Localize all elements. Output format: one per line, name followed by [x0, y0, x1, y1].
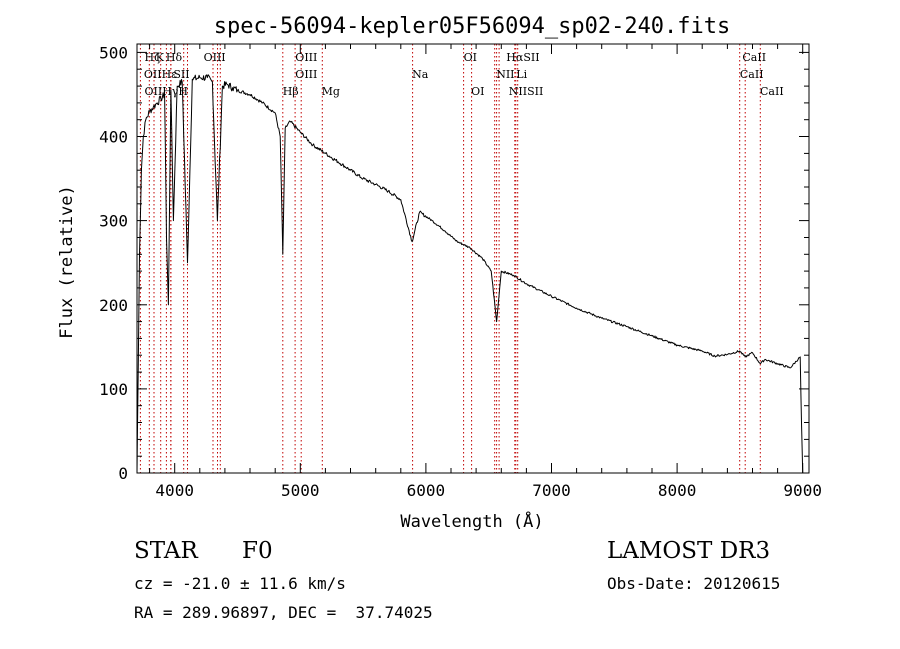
y-tick-label-1: 100 — [99, 380, 128, 399]
line-label-15: Hβ — [283, 85, 299, 98]
spectral-line-markers — [139, 44, 761, 473]
line-label-19: NIISII — [509, 85, 544, 98]
x-tick-label-5: 9000 — [783, 481, 822, 500]
y-tick-label-4: 400 — [99, 128, 128, 147]
line-label-17: Na — [412, 68, 429, 81]
line-label-5: OI — [464, 51, 477, 64]
line-label-8: OIIHε — [144, 68, 177, 81]
spectrum-series — [136, 74, 804, 474]
line-label-12: Li — [516, 68, 527, 81]
line-label-0: Hζ — [145, 51, 161, 64]
line-label-3: OIII — [204, 51, 226, 64]
line-label-1: K — [156, 51, 165, 64]
x-tick-label-3: 7000 — [532, 481, 571, 500]
line-label-18: OI — [471, 85, 484, 98]
observation-date: Obs-Date: 20120615 — [607, 574, 781, 593]
line-label-6: HαSII — [506, 51, 539, 64]
survey-name: LAMOST DR3 — [607, 538, 771, 564]
y-axis-ticks: 0 100 200 300 400 500 — [99, 43, 809, 483]
line-label-9: SII — [173, 68, 189, 81]
plot-frame — [136, 43, 810, 474]
coordinates: RA = 289.96897, DEC = 37.74025 — [134, 603, 433, 622]
x-tick-label-0: 4000 — [155, 481, 194, 500]
x-axis-ticks: 4000 5000 6000 7000 8000 9000 — [149, 44, 822, 500]
y-tick-label-3: 300 — [99, 212, 128, 231]
line-label-16: Mg — [322, 85, 340, 98]
line-label-14: OIIHγH — [145, 85, 188, 98]
line-label-11: NII — [496, 68, 514, 81]
line-label-7: CaII — [742, 51, 766, 64]
spectral-subclass: F0 — [242, 538, 273, 564]
spectrum-line — [136, 74, 804, 474]
y-tick-label-5: 500 — [99, 43, 128, 62]
line-label-10: OIII — [295, 68, 317, 81]
x-tick-label-1: 5000 — [281, 481, 320, 500]
line-label-13: CaII — [740, 68, 764, 81]
line-label-20: CaII — [760, 85, 784, 98]
y-axis-label: Flux (relative) — [57, 185, 77, 339]
x-axis-label: Wavelength (Å) — [400, 510, 543, 532]
chart-title: spec-56094-kepler05F56094_sp02-240.fits — [214, 14, 731, 39]
line-label-2: Hδ — [166, 51, 183, 64]
line-label-4: OIII — [295, 51, 317, 64]
x-tick-label-2: 6000 — [407, 481, 446, 500]
y-tick-label-2: 200 — [99, 296, 128, 315]
x-tick-label-4: 8000 — [658, 481, 697, 500]
object-class: STAR — [134, 538, 198, 564]
redshift-velocity: cz = -21.0 ± 11.6 km/s — [134, 574, 346, 593]
y-tick-label-0: 0 — [118, 464, 128, 483]
